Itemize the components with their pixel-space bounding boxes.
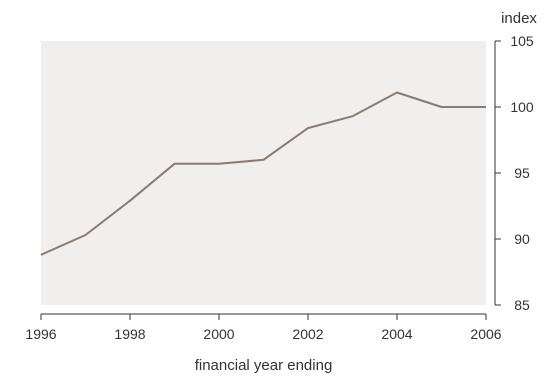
- y-axis-title: index: [501, 10, 537, 27]
- x-axis-title: financial year ending: [195, 357, 333, 374]
- y-tick-label: 105: [510, 33, 534, 49]
- x-axis-ticks: 1996 1998 2000 2002 2004 2006: [25, 314, 502, 342]
- y-tick-label: 100: [510, 99, 534, 115]
- y-tick-label: 90: [514, 231, 530, 247]
- y-axis-ticks: 85 90 95 100 105: [495, 33, 534, 313]
- x-tick-label: 1996: [25, 326, 56, 342]
- x-tick-label: 2006: [470, 326, 501, 342]
- x-tick-label: 2002: [292, 326, 323, 342]
- x-tick-label: 2000: [203, 326, 234, 342]
- y-tick-label: 85: [514, 297, 530, 313]
- y-tick-label: 95: [514, 165, 530, 181]
- series-line-0: [40, 91, 486, 256]
- series-layer: [40, 91, 486, 256]
- x-tick-label: 2004: [381, 326, 412, 342]
- x-tick-label: 1998: [114, 326, 145, 342]
- plot-area: [41, 41, 486, 305]
